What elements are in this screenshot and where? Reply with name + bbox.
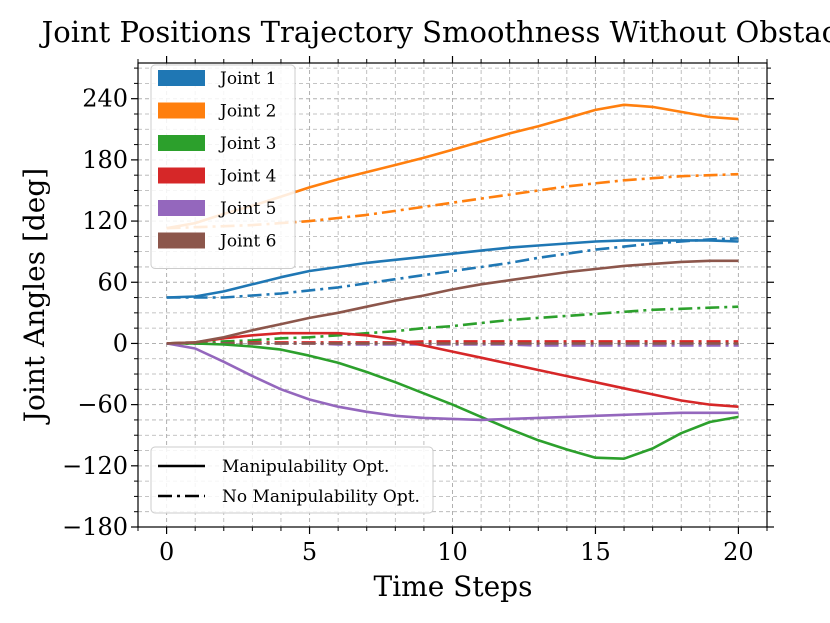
legend-label-joint-5: Joint 5 bbox=[218, 199, 277, 219]
legend-label-joint-1: Joint 1 bbox=[218, 69, 277, 89]
y-axis-label: Joint Angles [deg] bbox=[18, 168, 51, 425]
joint-4-opt-line bbox=[166, 331, 739, 408]
legend-label-manipulability: Manipulability Opt. bbox=[222, 457, 389, 477]
legend-label-joint-4: Joint 4 bbox=[218, 167, 277, 187]
x-tick-labels: 0 5 10 15 20 bbox=[159, 538, 754, 566]
y-tick-labels: −180 −120 −60 0 60 120 180 240 bbox=[62, 85, 128, 541]
x-tick-label: 5 bbox=[302, 538, 317, 566]
color-legend: Joint 1 Joint 2 Joint 3 Joint 4 Joint 5 Joint… bbox=[150, 64, 296, 269]
y-tick-label: 0 bbox=[113, 329, 128, 357]
x-tick-label: 20 bbox=[723, 538, 754, 566]
legend-label-joint-2: Joint 2 bbox=[218, 102, 277, 122]
legend-label-no-manipulability: No Manipulability Opt. bbox=[222, 487, 420, 507]
y-tick-label: 60 bbox=[97, 268, 128, 296]
joint-6-opt-line bbox=[166, 259, 739, 345]
legend-swatch-joint-4 bbox=[158, 167, 205, 184]
y-tick-label: −60 bbox=[77, 391, 128, 419]
legend-swatch-joint-2 bbox=[158, 102, 205, 119]
legend-swatch-joint-6 bbox=[158, 232, 205, 249]
y-tick-label: −120 bbox=[62, 452, 128, 480]
legend-label-joint-3: Joint 3 bbox=[218, 134, 277, 154]
chart-title: Joint Positions Trajectory Smoothness Wi… bbox=[39, 15, 830, 49]
x-tick-label: 10 bbox=[437, 538, 468, 566]
axis-ticks bbox=[131, 56, 774, 534]
y-tick-label: 180 bbox=[82, 146, 128, 174]
x-axis-label: Time Steps bbox=[374, 570, 533, 603]
joint-2-no-opt-line bbox=[166, 172, 739, 230]
joint-1-opt-line bbox=[166, 239, 739, 299]
style-legend-frame bbox=[150, 446, 434, 514]
legend-swatch-joint-5 bbox=[158, 200, 205, 216]
legend-label-joint-6: Joint 6 bbox=[218, 232, 277, 252]
y-tick-label: 120 bbox=[82, 207, 128, 235]
x-tick-label: 0 bbox=[159, 538, 174, 566]
style-legend: Manipulability Opt. No Manipulability Opt… bbox=[150, 446, 434, 514]
y-tick-label: −180 bbox=[62, 513, 128, 541]
joint-3-opt-line bbox=[166, 342, 739, 461]
legend-swatch-joint-1 bbox=[158, 70, 205, 86]
y-tick-label: 240 bbox=[82, 85, 128, 113]
x-tick-label: 15 bbox=[580, 538, 611, 566]
joint-1-no-opt-line bbox=[166, 237, 739, 299]
legend-swatch-joint-3 bbox=[158, 135, 205, 151]
joint-5-opt-line bbox=[166, 342, 739, 422]
